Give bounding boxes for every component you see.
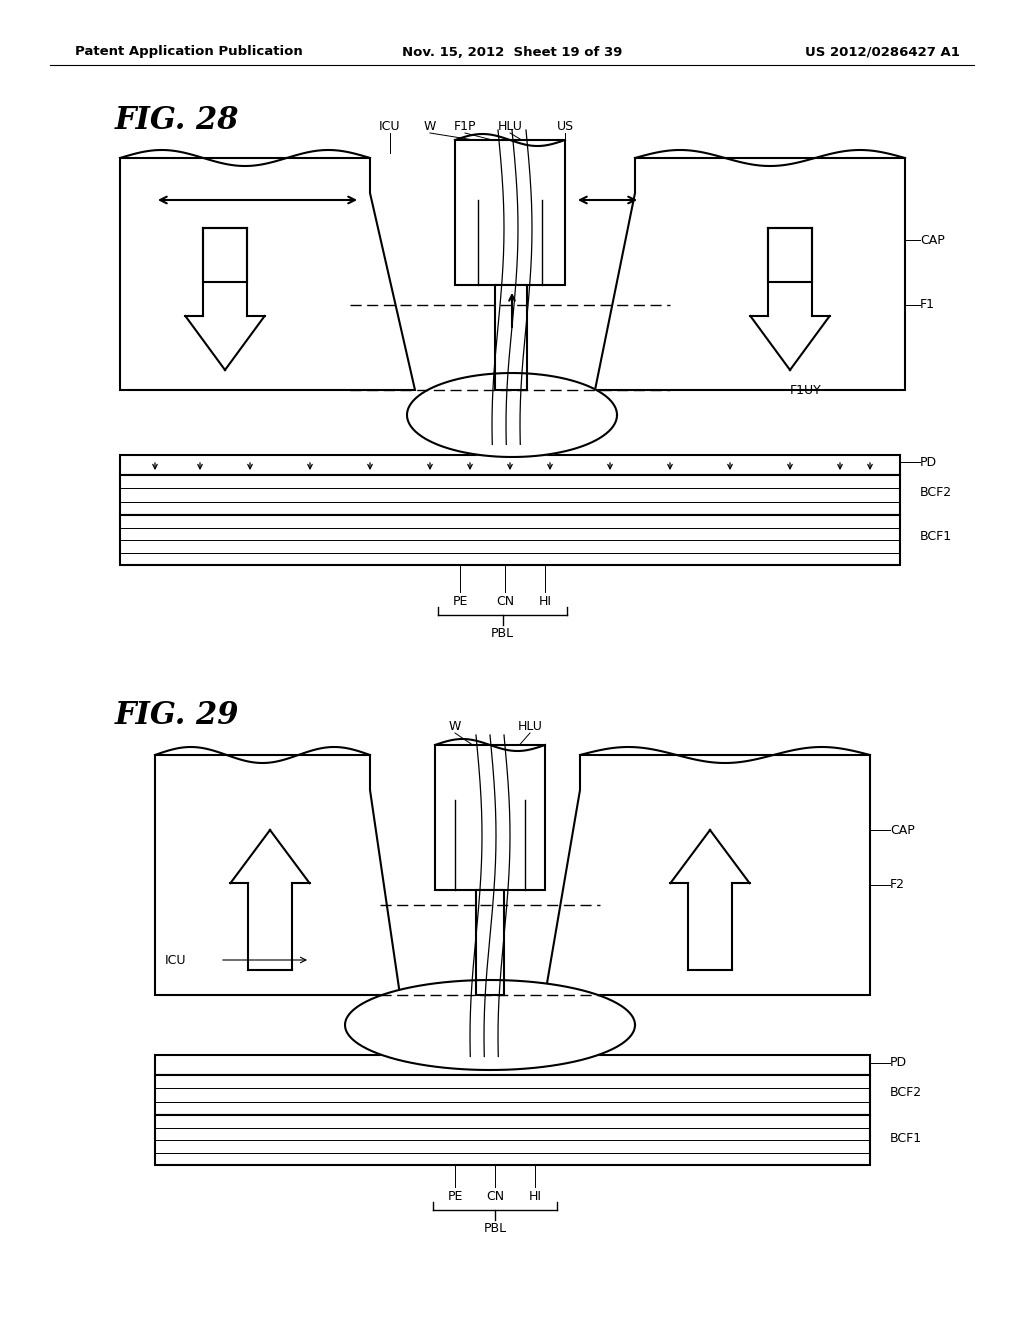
Polygon shape [595,158,905,389]
Text: ICU: ICU [379,120,400,133]
Text: BCF1: BCF1 [890,1131,923,1144]
Bar [120,475,900,515]
Text: HI: HI [528,1191,542,1203]
Text: Patent Application Publication: Patent Application Publication [75,45,303,58]
Bar [455,140,565,285]
Bar [203,228,247,282]
Bar [155,1055,870,1074]
Text: CAP: CAP [920,234,945,247]
Text: FIG. 28: FIG. 28 [115,106,240,136]
Text: F1UY: F1UY [790,384,821,396]
Text: PE: PE [447,1191,463,1203]
Polygon shape [120,158,415,389]
Bar [120,515,900,565]
Text: W: W [424,120,436,133]
Text: PD: PD [890,1056,907,1069]
Text: US: US [556,120,573,133]
Bar [495,285,527,389]
Bar [476,890,504,995]
Text: BCF1: BCF1 [920,531,952,544]
Polygon shape [185,315,264,370]
Polygon shape [751,315,829,370]
Text: W: W [449,719,461,733]
Text: HLU: HLU [517,719,543,733]
Polygon shape [671,830,750,883]
Bar [155,1115,870,1166]
Bar [768,228,812,282]
Text: US 2012/0286427 A1: US 2012/0286427 A1 [805,45,961,58]
Polygon shape [545,755,870,995]
Text: HI: HI [539,595,552,609]
Text: FIG. 29: FIG. 29 [115,700,240,731]
Text: CAP: CAP [890,824,914,837]
Polygon shape [345,979,635,1071]
Text: PBL: PBL [490,627,514,640]
Bar [120,455,900,475]
Text: HLU: HLU [498,120,522,133]
Polygon shape [230,830,309,883]
Text: PE: PE [453,595,468,609]
Text: BCF2: BCF2 [920,487,952,499]
Text: PBL: PBL [483,1222,507,1236]
Text: Nov. 15, 2012  Sheet 19 of 39: Nov. 15, 2012 Sheet 19 of 39 [401,45,623,58]
Text: BCF2: BCF2 [890,1086,923,1100]
Text: CN: CN [496,595,514,609]
Text: CN: CN [486,1191,504,1203]
Text: F1: F1 [920,298,935,312]
Bar [435,744,545,890]
Text: F2: F2 [890,879,905,891]
Polygon shape [155,755,400,995]
Bar [155,1074,870,1115]
Text: F1P: F1P [454,120,476,133]
Text: PD: PD [920,455,937,469]
Text: ICU: ICU [165,953,186,966]
Polygon shape [407,374,617,457]
